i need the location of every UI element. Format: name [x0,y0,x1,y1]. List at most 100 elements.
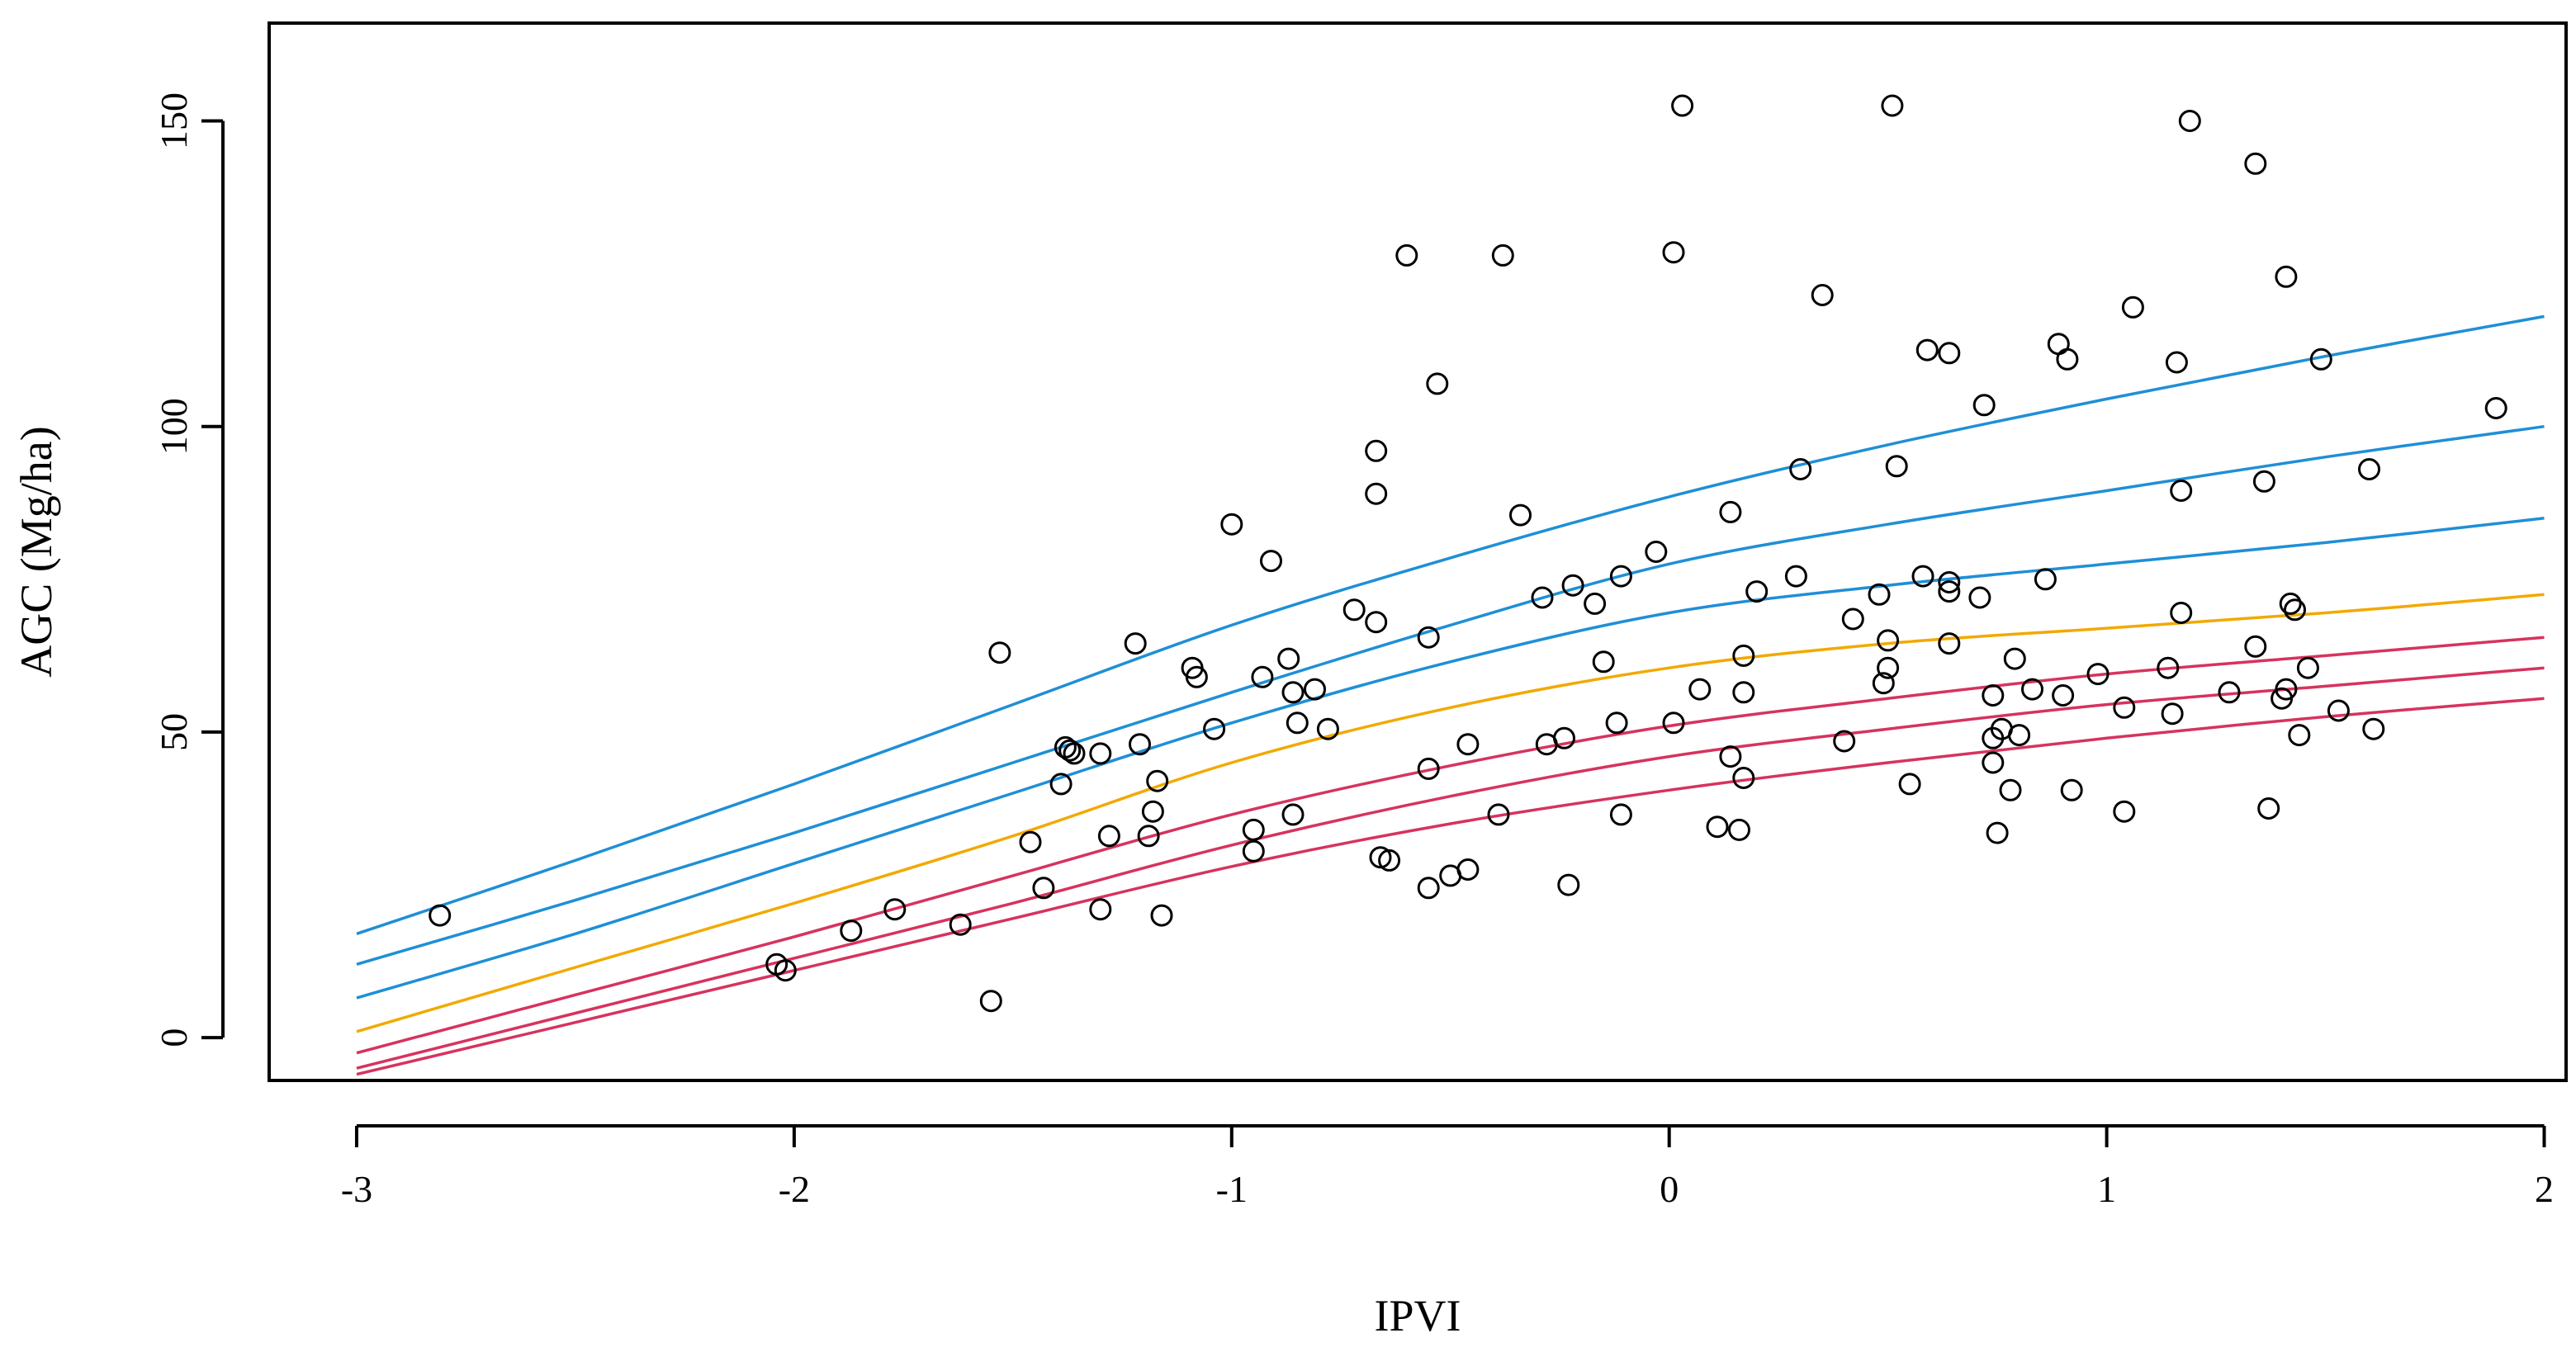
data-point [1032,877,1055,900]
data-point [1286,711,1309,735]
data-point [1706,815,1729,839]
data-point [1671,94,1694,117]
data-point [1417,877,1440,900]
data-point [429,904,452,927]
data-point [1058,739,1082,762]
data-point [1097,825,1120,848]
data-point [1609,803,1632,826]
y-axis-title: AGC (Mg/ha) [12,426,61,677]
data-point [1509,503,1532,527]
data-point [1089,742,1112,765]
x-tick-label: 0 [1660,1168,1679,1210]
series-lines [356,314,2545,1076]
data-point [2296,656,2319,679]
data-points [429,94,2507,1013]
data-point [1938,342,1961,365]
data-point [2279,592,2302,615]
data-point [1911,565,1934,588]
data-point [2113,696,2136,719]
data-point [840,919,863,943]
data-point [2003,647,2026,670]
data-point [1365,482,1388,505]
data-point [1063,742,1086,765]
data-point [1982,684,2005,707]
data-point [1784,565,1807,588]
data-point [2327,699,2350,722]
data-point [1557,873,1580,896]
data-point [1456,733,1480,756]
x-axis-title: IPVI [1375,1291,1461,1340]
data-point [2060,778,2083,801]
data-point [1605,711,1628,735]
data-point [1811,284,1834,306]
data-point [1365,439,1388,462]
quantile-line-5 [356,636,2545,1055]
y-tick-label: 50 [153,713,195,751]
data-point [1417,757,1440,780]
data-point [1141,800,1164,823]
data-point [1019,830,1042,853]
data-point [2284,598,2306,622]
data-point [2161,702,2184,726]
data-point [2170,602,2193,624]
data-point [2113,800,2136,823]
x-tick-label: 1 [2097,1168,2116,1210]
y-tick-label: 100 [153,398,195,455]
data-point [1426,372,1449,395]
data-point [2056,347,2079,371]
data-point [1185,665,1208,688]
data-point [1968,586,1991,609]
data-point [2362,717,2385,740]
data-point [1316,717,1339,740]
data-point [1203,717,1226,740]
data-point [1915,338,1939,362]
data-point [774,959,797,982]
data-point [2034,568,2057,591]
data-point [979,990,1002,1013]
data-point [1728,818,1750,841]
data-point [1662,241,1685,264]
data-point [1553,726,1575,749]
data-point [1281,803,1305,826]
x-tick-label: -3 [341,1168,372,1210]
data-point [2244,635,2267,658]
data-point [1049,773,1073,796]
data-point [1833,730,1856,753]
data-point [1732,644,1755,667]
data-point [1146,769,1169,792]
data-point [2257,797,2280,820]
data-point [2275,265,2298,288]
data-point [1688,678,1712,701]
data-point [1365,611,1388,634]
data-point [1531,586,1554,609]
data-point [2275,678,2298,701]
data-point [2121,295,2144,319]
data-point [1561,574,1584,597]
y-tick-label: 150 [153,92,195,149]
data-point [2157,656,2180,679]
data-point [1491,243,1514,267]
data-point [1789,458,1812,480]
data-point [1938,571,1961,593]
data-point [1242,818,1265,841]
data-point [2086,663,2110,686]
data-point [1260,550,1282,573]
data-point [1881,94,1904,117]
quantile-line-7 [356,697,2545,1076]
data-point [1089,898,1112,921]
data-point [1281,681,1305,704]
data-point [1342,598,1366,622]
data-point [1732,681,1755,704]
data-point [1150,904,1173,927]
data-point [1592,650,1615,674]
data-point [1999,778,2022,801]
data-point [883,898,907,921]
data-point [1877,656,1900,679]
data-point [1609,565,1632,588]
data-point [1378,849,1401,872]
data-point [1584,592,1607,615]
data-point [1662,711,1685,735]
x-tick-label: -1 [1216,1168,1248,1210]
quantile-line-1 [356,314,2545,935]
